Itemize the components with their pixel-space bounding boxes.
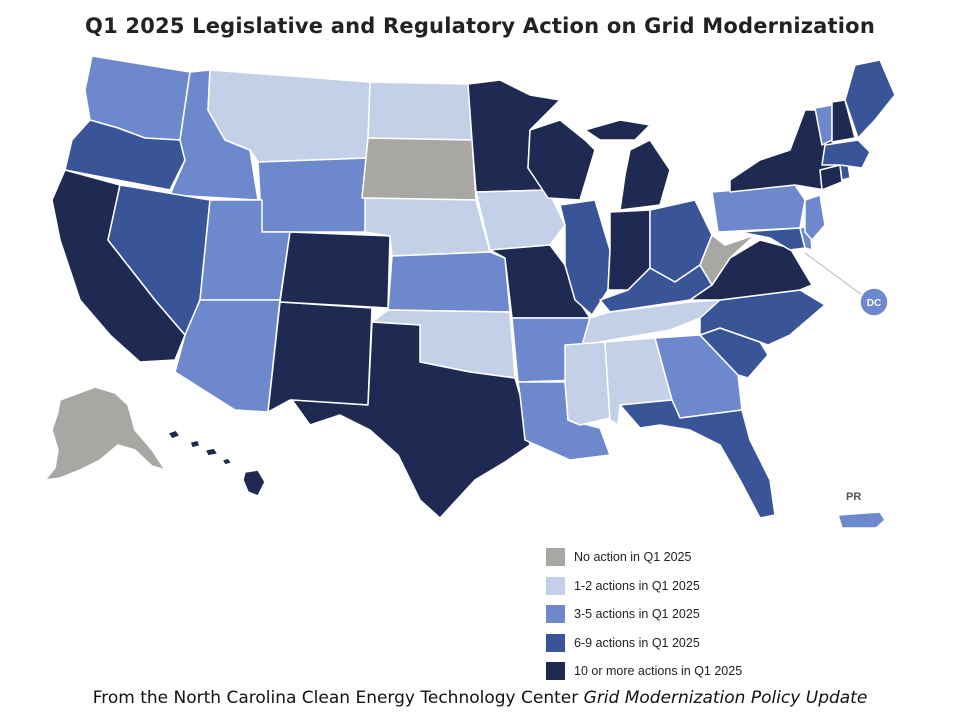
state-NH [831,99,856,143]
legend-item: 3-5 actions in Q1 2025 [546,600,806,629]
state-DC [859,287,889,317]
state-WY [257,157,369,233]
caption-publication: Grid Modernization Policy Update [583,688,868,708]
state-NJ [804,194,826,241]
map-legend: No action in Q1 2025 1-2 actions in Q1 20… [546,543,806,686]
state-NM [267,301,373,413]
state-WI [527,119,596,201]
legend-label: 10 or more actions in Q1 2025 [574,664,743,679]
state-CO [279,231,391,309]
state-IA [475,189,566,251]
legend-item: 1-2 actions in Q1 2025 [546,572,806,601]
state-HI [167,429,266,497]
state-PR [837,511,886,529]
dc-label: DC [867,298,881,309]
state-IL [559,199,611,316]
state-MS [564,341,611,426]
legend-label: 6-9 actions in Q1 2025 [574,635,700,650]
legend-swatch [546,633,565,652]
state-MA [821,139,871,169]
legend-label: 1-2 actions in Q1 2025 [574,578,700,593]
dc-leader-line [804,252,863,296]
state-KS [387,251,511,313]
state-PA [711,184,806,233]
legend-swatch [546,548,565,567]
caption-source: From the North Carolina Clean Energy Tec… [92,688,584,708]
source-caption: From the North Carolina Clean Energy Tec… [0,688,960,708]
legend-label: 3-5 actions in Q1 2025 [574,607,700,622]
state-MI [584,119,671,211]
legend-label: No action in Q1 2025 [574,550,692,565]
state-AK [44,386,166,481]
legend-swatch [546,605,565,624]
legend-swatch [546,576,565,595]
state-SD [361,137,477,201]
legend-item: No action in Q1 2025 [546,543,806,572]
legend-swatch [546,662,565,681]
state-ND [367,81,473,141]
legend-item: 6-9 actions in Q1 2025 [546,629,806,658]
state-MD [739,227,806,251]
pr-label: PR [846,491,861,503]
state-FL [619,399,776,519]
legend-item: 10 or more actions in Q1 2025 [546,657,806,686]
state-TX [291,321,531,519]
map-title: Q1 2025 Legislative and Regulatory Actio… [85,14,875,38]
state-ME [844,59,896,139]
state-CT [819,164,843,191]
state-MO [489,244,591,319]
